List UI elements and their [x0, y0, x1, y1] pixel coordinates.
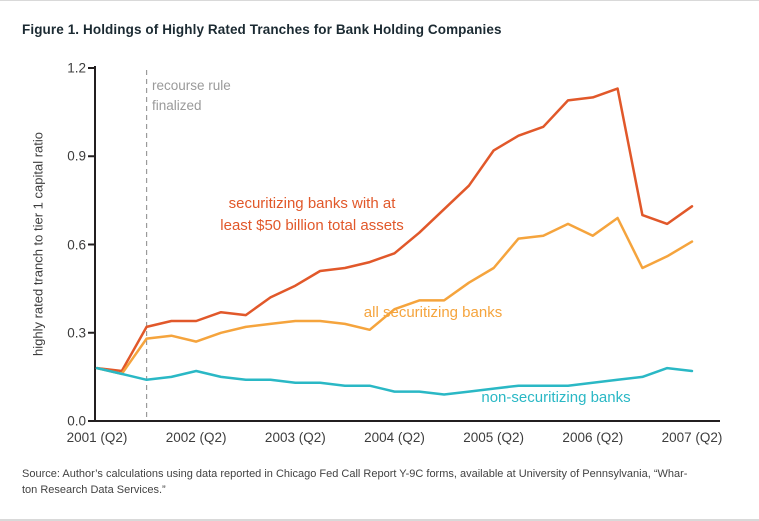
- figure-title: Figure 1. Holdings of Highly Rated Tranc…: [22, 22, 502, 37]
- series-line-all-securitizing-banks: [95, 216, 694, 376]
- x-axis-tick-label: 2006 (Q2): [562, 430, 624, 445]
- x-axis-tick-label: 2003 (Q2): [264, 430, 326, 445]
- x-axis-tick-label: 2005 (Q2): [463, 430, 525, 445]
- source-note: Source: Author’s calculations using data…: [22, 466, 746, 498]
- source-note-line1: Source: Author’s calculations using data…: [22, 468, 688, 480]
- x-axis-tick-label: 2007 (Q2): [661, 430, 723, 445]
- y-axis-tick-label: 0.6: [67, 237, 86, 252]
- series-label-large-securitizing-banks: securitizing banks with at least $50 bil…: [220, 193, 403, 237]
- recourse-rule-annotation-line1: recourse rule: [152, 78, 231, 93]
- series-label-all-securitizing-banks: all securitizing banks: [364, 302, 502, 324]
- y-axis-tick-label: 0.9: [67, 148, 86, 164]
- series-line-securitizing-banks-with-at-least-50-billion-total-assets: [95, 87, 694, 373]
- y-axis-tick-label: 0.0: [67, 413, 86, 429]
- series-label-non-securitizing-banks: non-securitizing banks: [481, 387, 630, 409]
- series-line-non-securitizing-banks: [95, 366, 694, 396]
- recourse-rule-annotation: recourse rule finalized: [152, 76, 231, 116]
- y-axis-tick-label: 1.2: [67, 60, 86, 76]
- series-label-non-line1: non-securitizing banks: [481, 389, 631, 406]
- series-label-large-line2: least $50 billion total assets: [220, 217, 404, 234]
- x-axis-tick-label: 2002 (Q2): [165, 430, 227, 445]
- x-axis-tick-label: 2004 (Q2): [364, 430, 425, 445]
- x-axis-tick-label: 2001 (Q2): [66, 430, 128, 445]
- series-label-large-line1: securitizing banks with at: [228, 195, 396, 212]
- recourse-rule-annotation-line2: finalized: [152, 98, 202, 113]
- series-label-all-line1: all securitizing banks: [363, 304, 503, 321]
- source-note-line2: ton Research Data Services.”: [22, 484, 166, 496]
- y-axis-tick-labels: 0.0 0.3 0.6 0.9 1.2: [30, 0, 86, 460]
- y-axis-tick-label: 0.3: [67, 325, 86, 341]
- x-axis-tick-labels: 2001 (Q2) 2002 (Q2) 2003 (Q2) 2004 (Q2) 2005…: [0, 430, 759, 450]
